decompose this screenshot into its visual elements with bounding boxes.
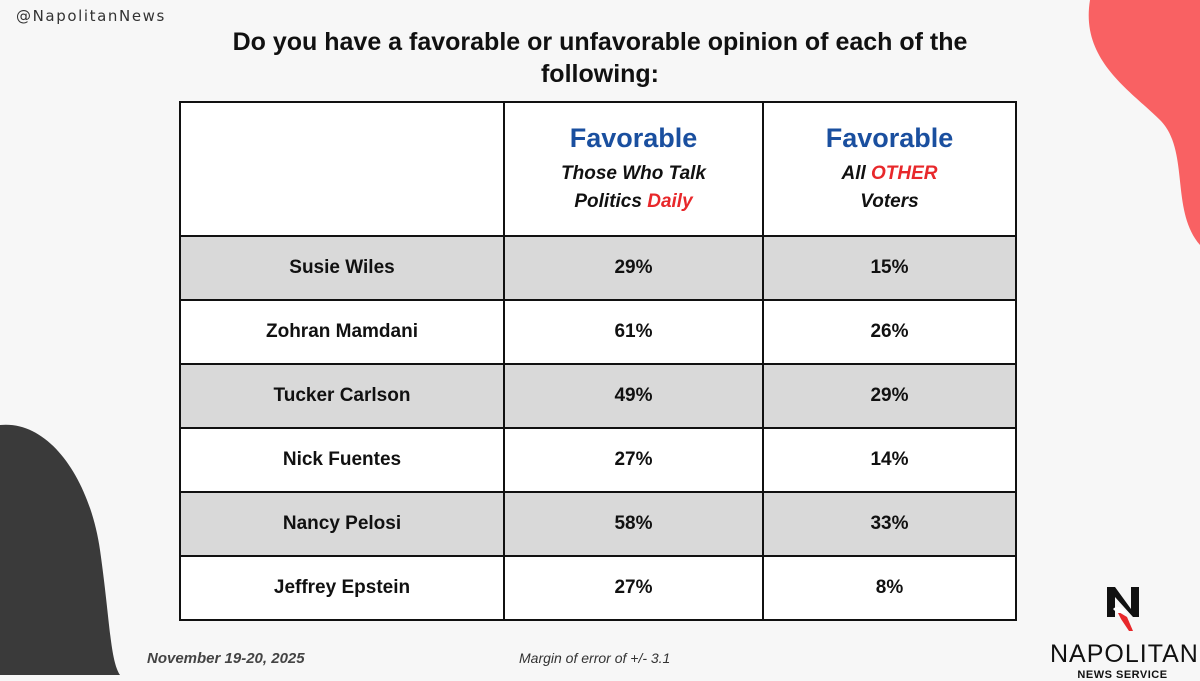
row-name: Nancy Pelosi	[179, 491, 505, 557]
table-row: Nancy Pelosi 58% 33%	[179, 491, 1017, 557]
value-other: 33%	[762, 491, 1017, 557]
row-name: Zohran Mamdani	[179, 299, 505, 365]
header-other-voters: Favorable All OTHER Voters	[762, 101, 1017, 237]
value-other: 26%	[762, 299, 1017, 365]
column-label: Favorable	[825, 122, 954, 153]
column-sub-highlight: Daily	[647, 190, 693, 212]
row-name: Susie Wiles	[179, 235, 505, 301]
logo-name: NAPOLITAN	[1050, 640, 1199, 668]
value-daily: 49%	[503, 363, 764, 429]
column-label: Favorable	[569, 122, 698, 153]
column-sub-line1: All	[841, 162, 866, 184]
column-sub-line2: Voters	[860, 190, 919, 212]
value-daily: 61%	[503, 299, 764, 365]
value-other: 8%	[762, 555, 1017, 621]
logo-subtitle: NEWS SERVICE	[1077, 669, 1168, 681]
row-name: Jeffrey Epstein	[179, 555, 505, 621]
column-sub-line2: Politics	[574, 190, 642, 212]
value-daily: 27%	[503, 555, 764, 621]
napolitan-logo: NAPOLITAN NEWS SERVICE	[1050, 585, 1199, 681]
value-other: 15%	[762, 235, 1017, 301]
column-sub-highlight: OTHER	[871, 162, 938, 184]
decorative-red-blob	[1088, 0, 1200, 245]
decorative-dark-blob	[0, 424, 120, 675]
value-daily: 27%	[503, 427, 764, 493]
napolitan-n-icon	[1106, 587, 1139, 631]
header-empty-cell	[179, 101, 505, 237]
table-row: Tucker Carlson 49% 29%	[179, 363, 1017, 429]
table-row: Susie Wiles 29% 15%	[179, 235, 1017, 301]
header-daily-talkers: Favorable Those Who Talk Politics Daily	[503, 101, 764, 237]
social-handle: @NapolitanNews	[16, 7, 166, 25]
favorability-table: Favorable Those Who Talk Politics Daily …	[179, 101, 1017, 621]
page-title: Do you have a favorable or unfavorable o…	[232, 28, 968, 88]
table-header-row: Favorable Those Who Talk Politics Daily …	[179, 101, 1017, 237]
value-other: 29%	[762, 363, 1017, 429]
poll-date: November 19-20, 2025	[147, 650, 305, 667]
value-daily: 58%	[503, 491, 764, 557]
column-sub-line1: Those Who Talk	[561, 162, 706, 184]
table-row: Nick Fuentes 27% 14%	[179, 427, 1017, 493]
row-name: Nick Fuentes	[179, 427, 505, 493]
value-daily: 29%	[503, 235, 764, 301]
row-name: Tucker Carlson	[179, 363, 505, 429]
value-other: 14%	[762, 427, 1017, 493]
margin-of-error: Margin of error of +/- 3.1	[519, 650, 671, 666]
table-row: Jeffrey Epstein 27% 8%	[179, 555, 1017, 621]
table-row: Zohran Mamdani 61% 26%	[179, 299, 1017, 365]
